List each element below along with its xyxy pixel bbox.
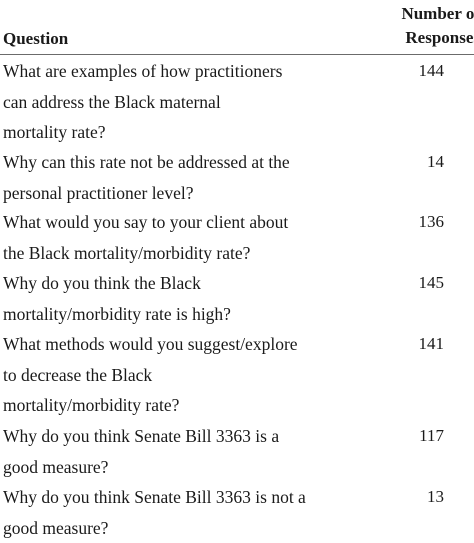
question-text: Why can this rate not be addressed at th… xyxy=(3,147,370,208)
question-line: can address the Black maternal xyxy=(3,91,221,112)
question-line: mortality/morbidity rate? xyxy=(3,395,180,416)
question-line: What would you say to your client about xyxy=(3,212,289,232)
question-line: good measure? xyxy=(3,456,109,477)
response-count: 141 xyxy=(418,334,445,353)
response-count: 144 xyxy=(418,61,445,80)
question-text: What would you say to your client about … xyxy=(3,207,370,268)
question-text: Why do you think Senate Bill 3363 is not… xyxy=(3,482,370,543)
question-line: good measure? xyxy=(3,517,109,538)
response-count: 14 xyxy=(427,152,444,171)
question-line: Why do you think the Black xyxy=(3,273,201,293)
header-question: Question xyxy=(3,29,69,48)
response-count: 117 xyxy=(419,426,444,445)
question-text: Why do you think Senate Bill 3363 is a g… xyxy=(3,421,370,482)
question-line: personal practitioner level? xyxy=(3,182,194,203)
question-line: Why can this rate not be addressed at th… xyxy=(3,152,290,172)
question-text: Why do you think the Black mortality/mor… xyxy=(3,268,370,329)
question-line: Why do you think Senate Bill 3363 is not… xyxy=(3,487,306,507)
response-count: 145 xyxy=(418,273,445,292)
question-line: mortality rate? xyxy=(3,122,106,143)
header-count-line2: Responses xyxy=(405,28,474,47)
question-line: to decrease the Black xyxy=(3,364,153,385)
header-count-line1: Number of xyxy=(401,4,474,23)
question-line: What are examples of how practitioners xyxy=(3,61,283,81)
question-text: What are examples of how practitioners c… xyxy=(3,56,370,148)
header-number-of-responses: Number of Responses xyxy=(370,2,474,50)
question-line: What methods would you suggest/explore xyxy=(3,334,298,354)
question-line: the Black mortality/morbidity rate? xyxy=(3,242,251,263)
response-count: 13 xyxy=(427,487,444,506)
table-header: Question Number of Responses xyxy=(0,0,474,55)
question-line: Why do you think Senate Bill 3363 is a xyxy=(3,426,280,446)
response-count: 136 xyxy=(418,212,445,231)
question-line: mortality/morbidity rate is high? xyxy=(3,303,231,324)
question-text: What methods would you suggest/explore t… xyxy=(3,329,370,421)
